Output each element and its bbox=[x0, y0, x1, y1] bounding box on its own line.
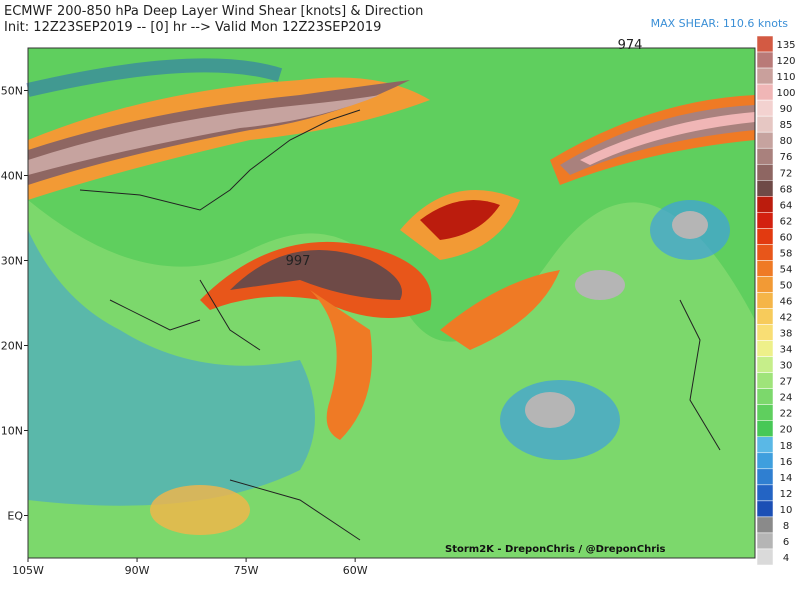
colorbar-swatch bbox=[756, 35, 774, 53]
colorbar-swatch bbox=[756, 420, 774, 438]
colorbar-label: 54 bbox=[780, 264, 793, 275]
credit: Storm2K - DreponChris / @DreponChris bbox=[445, 544, 666, 555]
colorbar-swatch bbox=[756, 340, 774, 357]
colorbar-swatch bbox=[756, 196, 774, 213]
lat-label: 50N bbox=[1, 85, 23, 98]
colorbar-label: 12 bbox=[780, 489, 793, 500]
colorbar-label: 10 bbox=[780, 505, 793, 516]
colorbar-label: 85 bbox=[780, 120, 793, 131]
colorbar-label: 16 bbox=[780, 457, 793, 468]
lat-label: 20N bbox=[1, 340, 23, 353]
colorbar-swatch bbox=[756, 51, 774, 69]
colorbar-swatch bbox=[756, 115, 774, 133]
colorbar-label: 4 bbox=[783, 553, 789, 564]
colorbar-label: 14 bbox=[780, 473, 793, 484]
colorbar-label: 22 bbox=[780, 409, 793, 420]
colorbar-swatch bbox=[756, 147, 774, 165]
title: ECMWF 200-850 hPa Deep Layer Wind Shear … bbox=[4, 4, 423, 19]
colorbar-label: 34 bbox=[780, 345, 793, 356]
colorbar-swatch bbox=[756, 244, 774, 261]
lat-label: 30N bbox=[1, 255, 23, 268]
colorbar-label: 38 bbox=[780, 329, 793, 340]
colorbar-label: 135 bbox=[776, 40, 795, 51]
colorbar-swatch bbox=[756, 99, 774, 117]
colorbar-label: 80 bbox=[780, 136, 793, 147]
colorbar-label: 30 bbox=[780, 361, 793, 372]
colorbar-label: 24 bbox=[780, 393, 793, 404]
map-field bbox=[26, 48, 755, 558]
colorbar-label: 60 bbox=[780, 232, 793, 243]
colorbar-swatch bbox=[756, 83, 774, 101]
colorbar-swatch bbox=[756, 131, 774, 149]
colorbar-swatch bbox=[756, 388, 774, 405]
colorbar-label: 20 bbox=[780, 425, 793, 436]
colorbar-swatch bbox=[756, 228, 774, 245]
pressure-label: 997 bbox=[286, 254, 311, 269]
colorbar-swatch bbox=[756, 180, 774, 197]
lat-label: 40N bbox=[1, 170, 23, 183]
colorbar-swatch bbox=[756, 372, 774, 389]
colorbar-label: 62 bbox=[780, 216, 793, 227]
colorbar-swatch bbox=[756, 356, 774, 373]
colorbar-swatch bbox=[756, 516, 774, 534]
colorbar-swatch bbox=[756, 436, 774, 454]
colorbar-swatch bbox=[756, 484, 774, 502]
colorbar-label: 58 bbox=[780, 248, 793, 259]
colorbar-label: 46 bbox=[780, 297, 793, 308]
colorbar-swatch bbox=[756, 468, 774, 486]
colorbar-swatch bbox=[756, 548, 774, 566]
pressure-label: 974 bbox=[618, 38, 643, 53]
lat-label: 10N bbox=[1, 425, 23, 438]
colorbar-swatch bbox=[756, 276, 774, 293]
max-shear: MAX SHEAR: 110.6 knots bbox=[651, 17, 789, 30]
colorbar-label: 6 bbox=[783, 537, 789, 548]
colorbar-swatch bbox=[756, 260, 774, 277]
colorbar-label: 90 bbox=[780, 104, 793, 115]
colorbar-swatch bbox=[756, 163, 774, 181]
colorbar-swatch bbox=[756, 292, 774, 309]
colorbar-label: 27 bbox=[780, 377, 793, 388]
colorbar-swatch bbox=[756, 452, 774, 470]
colorbar-label: 42 bbox=[780, 313, 793, 324]
colorbar-label: 8 bbox=[783, 521, 789, 532]
colorbar-label: 64 bbox=[780, 200, 793, 211]
colorbar-label: 18 bbox=[780, 441, 793, 452]
colorbar-swatch bbox=[756, 324, 774, 341]
colorbar-label: 100 bbox=[776, 88, 795, 99]
colorbar-label: 120 bbox=[776, 56, 795, 67]
colorbar-label: 110 bbox=[776, 72, 795, 83]
colorbar-swatch bbox=[756, 500, 774, 518]
colorbar-swatch bbox=[756, 212, 774, 229]
colorbar-label: 72 bbox=[780, 168, 793, 179]
colorbar-swatch bbox=[756, 67, 774, 85]
lon-label: 90W bbox=[125, 564, 150, 577]
colorbar-label: 76 bbox=[780, 152, 793, 163]
lon-label: 60W bbox=[343, 564, 368, 577]
subtitle: Init: 12Z23SEP2019 -- [0] hr --> Valid M… bbox=[4, 20, 381, 35]
colorbar-swatch bbox=[756, 308, 774, 325]
colorbar-swatch bbox=[756, 532, 774, 550]
colorbar-swatch bbox=[756, 404, 774, 421]
map-frame bbox=[27, 47, 756, 559]
lon-label: 75W bbox=[234, 564, 259, 577]
lat-label: EQ bbox=[7, 510, 23, 523]
lon-label: 105W bbox=[12, 564, 44, 577]
colorbar-label: 68 bbox=[780, 184, 793, 195]
colorbar-label: 50 bbox=[780, 280, 793, 291]
